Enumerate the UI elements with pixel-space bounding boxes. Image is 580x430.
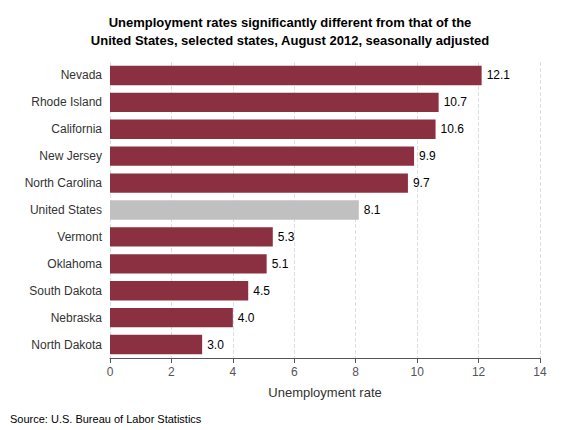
svg-text:8.1: 8.1	[364, 203, 381, 217]
svg-text:Oklahoma: Oklahoma	[47, 257, 102, 271]
svg-text:Nevada: Nevada	[61, 68, 103, 82]
svg-text:South Dakota: South Dakota	[29, 284, 102, 298]
svg-text:10.7: 10.7	[444, 95, 468, 109]
svg-text:9.7: 9.7	[413, 176, 430, 190]
svg-text:United States: United States	[30, 203, 102, 217]
svg-text:Unemployment rate: Unemployment rate	[268, 385, 381, 400]
svg-text:4.0: 4.0	[238, 311, 255, 325]
svg-text:12: 12	[472, 365, 486, 379]
svg-text:10: 10	[410, 365, 424, 379]
svg-text:North Carolina: North Carolina	[25, 176, 103, 190]
svg-text:5.3: 5.3	[278, 230, 295, 244]
svg-text:Vermont: Vermont	[57, 230, 102, 244]
svg-text:8: 8	[352, 365, 359, 379]
svg-text:6: 6	[291, 365, 298, 379]
svg-text:2: 2	[168, 365, 175, 379]
svg-text:14: 14	[533, 365, 547, 379]
svg-text:California: California	[51, 122, 102, 136]
svg-text:3.0: 3.0	[207, 338, 224, 352]
svg-text:12.1: 12.1	[487, 68, 511, 82]
svg-text:North Dakota: North Dakota	[31, 338, 102, 352]
svg-text:9.9: 9.9	[419, 149, 436, 163]
svg-text:5.1: 5.1	[272, 257, 289, 271]
svg-text:New Jersey: New Jersey	[39, 149, 102, 163]
svg-text:4: 4	[230, 365, 237, 379]
svg-text:Source: U.S. Bureau of Labor S: Source: U.S. Bureau of Labor Statistics	[10, 413, 202, 425]
svg-text:Nebraska: Nebraska	[51, 311, 103, 325]
svg-text:United States, selected states: United States, selected states, August 2…	[91, 33, 489, 48]
svg-text:10.6: 10.6	[441, 122, 465, 136]
svg-text:Rhode Island: Rhode Island	[31, 95, 102, 109]
svg-text:4.5: 4.5	[253, 284, 270, 298]
svg-text:0: 0	[107, 365, 114, 379]
svg-text:Unemployment rates significant: Unemployment rates significantly differe…	[109, 15, 472, 30]
